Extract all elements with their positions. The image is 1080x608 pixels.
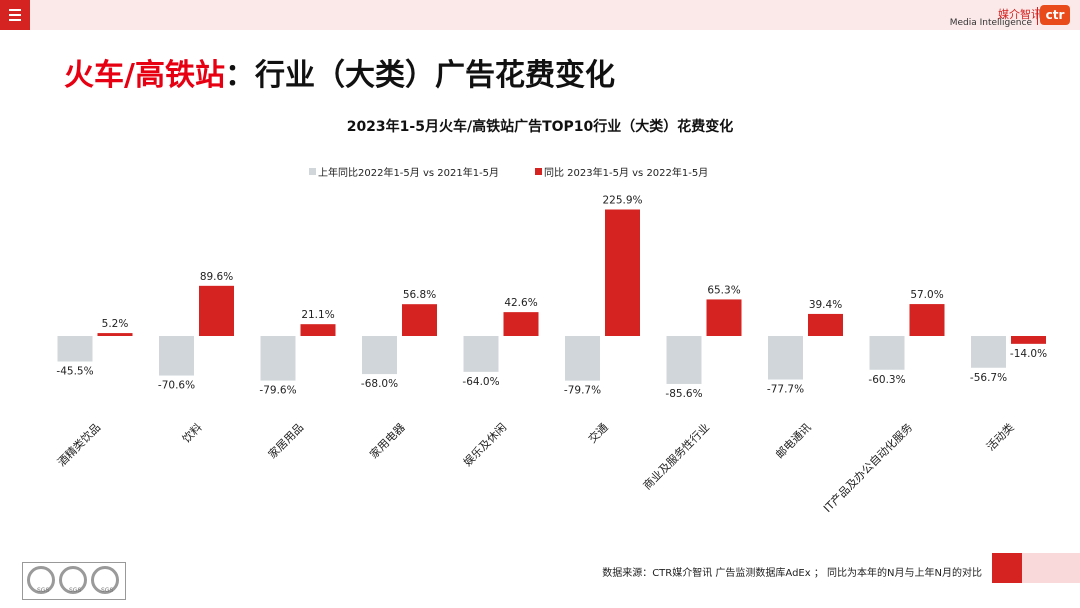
bar-prev-year xyxy=(57,336,93,362)
category-tick-label: 酒精类饮品 xyxy=(54,420,103,469)
footer-red-block xyxy=(992,553,1022,583)
bar-curr-year xyxy=(503,312,539,336)
data-source-note: 数据来源：CTR媒介智讯 广告监测数据库AdEx ； 同比为本年的N月与上年N月… xyxy=(602,568,982,579)
data-label: -45.5% xyxy=(56,365,93,377)
category-tick-label: 家居用品 xyxy=(265,420,306,461)
page-title-rest: ：行业（大类）广告花费变化 xyxy=(224,58,615,93)
page-title-highlight: 火车/高铁站 xyxy=(64,58,225,93)
legend-swatch xyxy=(309,168,316,175)
data-label: -68.0% xyxy=(361,378,398,390)
bar-prev-year xyxy=(260,336,296,381)
data-label: 42.6% xyxy=(504,297,537,309)
bar-prev-year xyxy=(362,336,397,375)
bar-prev-year xyxy=(159,336,194,376)
legend-swatch xyxy=(535,168,542,175)
data-label: 56.8% xyxy=(403,289,436,301)
page-title: 火车/高铁站：行业（大类）广告花费变化 xyxy=(64,50,615,94)
bar-curr-year xyxy=(808,313,843,336)
data-label: 21.1% xyxy=(301,309,334,321)
hamburger-icon xyxy=(9,9,21,11)
category-tick-label: 娱乐及休闲 xyxy=(460,420,509,469)
bar-curr-year xyxy=(909,304,945,336)
bar-curr-year xyxy=(1011,336,1046,344)
category-tick-label: 商业及服务性行业 xyxy=(640,420,712,492)
data-label: -79.6% xyxy=(259,385,296,397)
category-tick-label: 活动类 xyxy=(983,420,1016,453)
data-label: 225.9% xyxy=(602,194,642,206)
data-label: -14.0% xyxy=(1010,348,1047,360)
badge-label: SGS xyxy=(69,587,82,594)
bar-prev-year xyxy=(463,336,499,372)
category-tick-label: IT产品及办公自动化服务 xyxy=(820,420,915,515)
bar-curr-year xyxy=(402,304,437,336)
category-tick-label: 家用电器 xyxy=(367,420,408,461)
sgs-badge-icon xyxy=(91,566,119,594)
badge-label: SGS xyxy=(37,587,50,594)
badge-label: SGS xyxy=(101,587,114,594)
data-label: -79.7% xyxy=(564,385,601,397)
bar-prev-year xyxy=(565,336,600,381)
footer-pink-block xyxy=(1022,553,1080,583)
bar-curr-year xyxy=(97,333,133,336)
category-tick-label: 交通 xyxy=(585,420,610,445)
bar-chart: 上年同比2022年1-5月 vs 2021年1-5月 同比 2023年1-5月 v… xyxy=(54,166,1047,515)
data-label: 5.2% xyxy=(102,318,129,330)
menu-button[interactable] xyxy=(0,0,30,30)
legend-label: 同比 2023年1-5月 vs 2022年1-5月 xyxy=(544,166,708,179)
category-tick-label: 邮电通讯 xyxy=(773,421,813,461)
bar-prev-year xyxy=(869,336,905,370)
data-label: -70.6% xyxy=(158,380,195,392)
legend-label: 上年同比2022年1-5月 vs 2021年1-5月 xyxy=(318,166,499,179)
category-tick-label: 饮料 xyxy=(179,420,204,445)
data-label: 57.0% xyxy=(910,289,943,301)
bar-prev-year xyxy=(666,336,702,384)
bar-curr-year xyxy=(706,299,742,336)
chart-title: 2023年1-5月火车/高铁站广告TOP10行业（大类）花费变化 xyxy=(346,119,734,135)
data-label: -64.0% xyxy=(462,376,499,388)
bar-curr-year xyxy=(300,324,336,336)
bar-curr-year xyxy=(199,285,234,336)
data-label: -77.7% xyxy=(767,384,804,396)
logo-divider xyxy=(1037,7,1038,25)
sgs-badge-icon xyxy=(27,566,55,594)
bar-prev-year xyxy=(768,336,803,380)
data-label: 65.3% xyxy=(707,284,740,296)
sgs-badge-icon xyxy=(59,566,87,594)
logo-cn-text: 媒介智讯 xyxy=(998,8,1042,21)
data-label: 89.6% xyxy=(200,271,233,283)
data-label: -85.6% xyxy=(665,388,702,400)
data-label: -56.7% xyxy=(970,372,1007,384)
top-bar xyxy=(0,0,1080,30)
bar-prev-year xyxy=(971,336,1006,368)
logo-en-text: Media Intelligence xyxy=(949,18,1032,28)
data-label: 39.4% xyxy=(809,299,842,311)
bar-curr-year xyxy=(605,209,640,336)
data-label: -60.3% xyxy=(868,374,905,386)
certification-badges: SGS SGS SGS xyxy=(22,562,126,600)
ctr-logo: ctr xyxy=(1040,5,1070,25)
